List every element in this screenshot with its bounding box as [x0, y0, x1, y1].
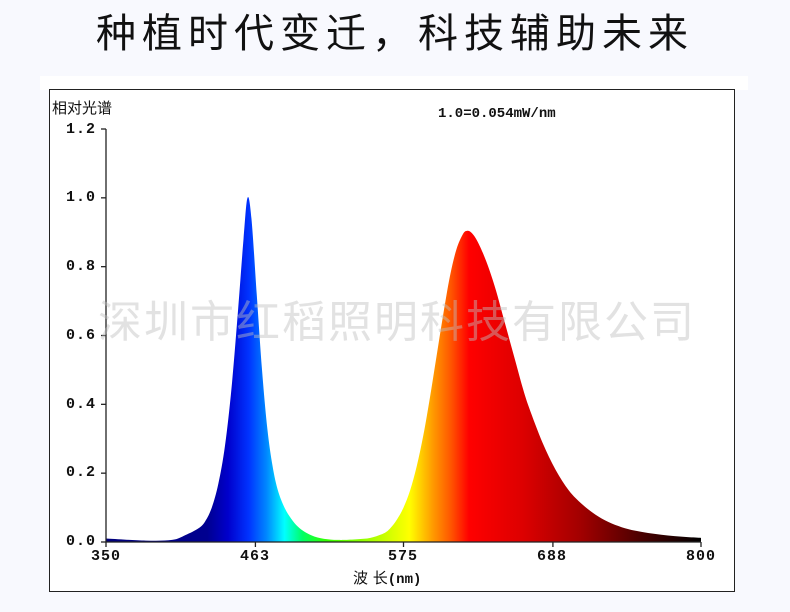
x-ticks	[105, 542, 702, 547]
y-tick-label: 0.6	[65, 327, 96, 344]
spectrum-area	[106, 197, 701, 542]
x-tick-label: 463	[239, 548, 270, 565]
x-axis-unit: (nm)	[387, 572, 422, 588]
x-tick-label: 350	[90, 548, 121, 565]
x-tick-label: 575	[387, 548, 418, 565]
x-axis-title-text: 波 长	[353, 569, 388, 587]
y-tick-label: 0.2	[65, 464, 96, 481]
y-axis-title: 相对光谱	[52, 99, 113, 117]
y-tick-label: 1.0	[65, 189, 96, 206]
y-ticks	[101, 128, 106, 543]
y-tick-label: 0.0	[65, 533, 96, 550]
y-tick-label: 1.2	[65, 121, 96, 138]
headline: 种植时代变迁，科技辅助未来	[96, 11, 694, 57]
panel-backdrop	[40, 76, 748, 90]
x-axis-title: 波 长(nm)	[353, 567, 421, 588]
x-tick-label: 800	[685, 548, 716, 565]
y-tick-label: 0.8	[65, 258, 96, 275]
x-tick-label: 688	[536, 548, 567, 565]
scale-annotation: 1.0=0.054mW/nm	[438, 106, 556, 122]
y-tick-label: 0.4	[65, 396, 96, 413]
chart-frame	[49, 89, 735, 592]
axes	[101, 128, 702, 547]
